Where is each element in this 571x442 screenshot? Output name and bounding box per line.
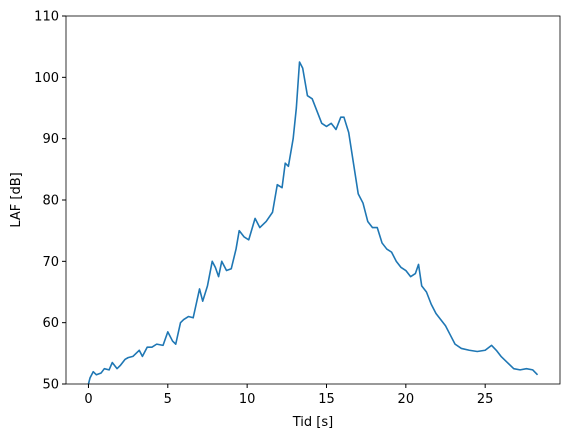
y-tick-label: 100	[34, 71, 59, 86]
x-tick-label: 10	[239, 392, 256, 407]
x-axis-label: Tid [s]	[292, 415, 333, 430]
x-tick-label: 20	[398, 392, 415, 407]
data-line	[87, 61, 539, 385]
y-tick-label: 50	[42, 378, 59, 393]
x-tick-label: 5	[164, 392, 172, 407]
x-tick-label: 0	[84, 392, 92, 407]
y-tick-label: 80	[42, 194, 59, 209]
y-tick-label: 90	[42, 132, 59, 147]
plot-frame	[65, 15, 561, 385]
y-tick-label: 110	[34, 10, 59, 25]
x-tick-label: 25	[477, 392, 494, 407]
y-tick-label: 70	[42, 255, 59, 270]
y-axis-label: LAF [dB]	[9, 172, 24, 227]
x-tick-label: 15	[318, 392, 335, 407]
y-tick-label: 60	[42, 316, 59, 331]
